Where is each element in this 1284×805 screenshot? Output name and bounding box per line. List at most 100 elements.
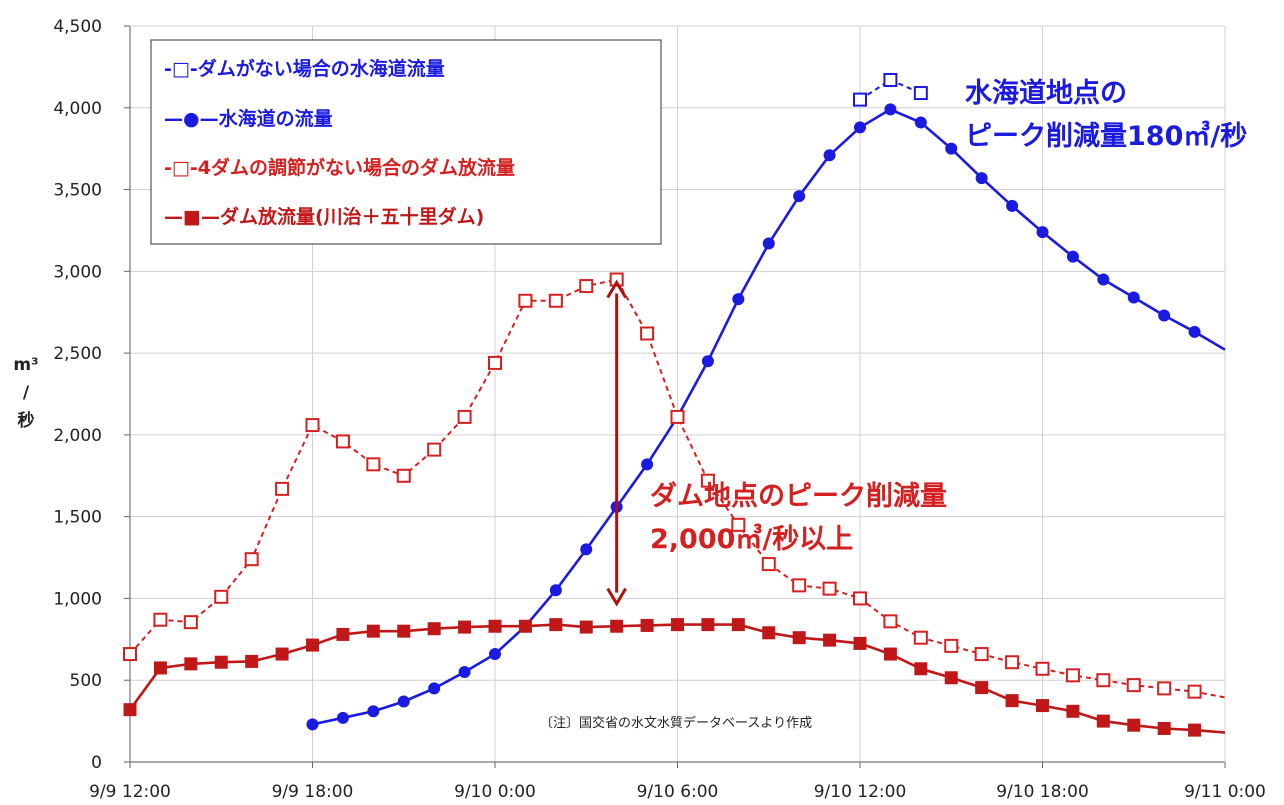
- data-point: [883, 647, 897, 661]
- data-point: [640, 326, 655, 341]
- data-point: [1158, 309, 1171, 322]
- data-point: [1066, 250, 1079, 263]
- data-point: [671, 618, 684, 632]
- data-point: [183, 615, 198, 630]
- x-tick-label: 9/10 0:00: [454, 782, 536, 802]
- data-point: [549, 584, 562, 597]
- data-point: [1157, 681, 1172, 696]
- data-point: [1127, 291, 1140, 304]
- data-point: [579, 279, 594, 294]
- x-axis-ticks: 9/9 12:00 9/9 18:00 9/10 0:00 9/10 6:00 9/10…: [89, 762, 1266, 802]
- arrow-head-top: [606, 279, 627, 299]
- data-point: [489, 648, 501, 661]
- data-point: [823, 149, 836, 162]
- x-tick-label: 9/9 18:00: [272, 782, 354, 802]
- series-dam-release: [123, 618, 1226, 737]
- data-point: [153, 661, 167, 675]
- data-point: [944, 671, 958, 685]
- data-point: [609, 272, 624, 287]
- data-point: [762, 237, 775, 250]
- data-point: [762, 626, 776, 640]
- data-point: [488, 355, 502, 370]
- legend: -□-ダムがない場合の水海道流量 —●—水海道の流量 -□-4ダムの調節がない場…: [150, 39, 662, 245]
- x-tick-label: 9/9 12:00: [89, 782, 171, 802]
- y-tick-label: 500: [70, 671, 102, 691]
- legend-box: [150, 39, 662, 245]
- data-point: [854, 121, 866, 134]
- series-no-regulation-dam-release: [123, 272, 1226, 699]
- data-point: [336, 627, 350, 641]
- legend-item-dam-release: —■—ダム放流量(川治＋五十里ダム): [164, 205, 484, 228]
- data-point: [397, 624, 411, 638]
- data-point: [396, 468, 411, 483]
- data-point: [428, 682, 441, 695]
- data-point: [458, 620, 472, 634]
- data-point: [1157, 721, 1171, 735]
- data-point: [944, 638, 959, 653]
- x-tick-label: 9/10 6:00: [637, 782, 719, 802]
- data-point: [458, 666, 471, 679]
- data-point: [974, 647, 989, 662]
- x-tick-label: 9/10 18:00: [996, 782, 1089, 802]
- data-point: [1187, 684, 1202, 699]
- data-point: [1096, 673, 1111, 688]
- data-point: [913, 630, 928, 645]
- data-point: [305, 418, 320, 433]
- y-tick-label: 0: [91, 753, 102, 773]
- data-point: [945, 142, 958, 155]
- data-point: [1066, 704, 1080, 718]
- y-tick-label: 4,500: [53, 17, 102, 37]
- y-tick-label: 2,500: [53, 344, 102, 364]
- data-point: [853, 591, 867, 606]
- data-point: [1126, 678, 1141, 693]
- annotation-mitsukaido-line1: 水海道地点の: [965, 77, 1127, 109]
- y-axis-label-per-second: 秒: [18, 410, 35, 431]
- y-tick-label: 2,000: [53, 426, 102, 446]
- data-point: [883, 614, 898, 629]
- data-point: [670, 409, 685, 424]
- annotation-dam-line1: ダム地点のピーク削減量: [650, 480, 947, 512]
- data-point: [367, 705, 380, 718]
- data-point: [731, 618, 745, 632]
- legend-item-no-regulation-dam-release: -□-4ダムの調節がない場合のダム放流量: [164, 156, 515, 179]
- x-tick-label: 9/10 12:00: [814, 782, 907, 802]
- data-point: [640, 618, 654, 632]
- data-point: [641, 458, 654, 471]
- series-group: [123, 72, 1226, 737]
- y-tick-label: 3,000: [53, 262, 102, 282]
- data-point: [427, 622, 441, 636]
- data-point: [1097, 273, 1110, 286]
- data-point: [1006, 199, 1019, 212]
- data-point: [1127, 718, 1141, 732]
- data-point: [427, 442, 442, 457]
- data-point: [975, 172, 988, 185]
- data-point: [275, 481, 290, 496]
- data-point: [1035, 661, 1050, 676]
- data-point: [366, 624, 380, 638]
- data-point: [792, 578, 807, 593]
- data-point: [853, 636, 867, 650]
- peak-reduction-arrow: [606, 279, 627, 607]
- data-point: [700, 473, 715, 488]
- data-point: [123, 647, 137, 662]
- data-point: [793, 190, 806, 203]
- data-point: [761, 557, 776, 572]
- annotation-mitsukaido-line2: ピーク削減量180㎥/秒: [965, 120, 1247, 152]
- legend-item-mitsukaido-flow: —●—水海道の流量: [164, 107, 333, 130]
- data-point: [457, 409, 472, 424]
- data-point: [1005, 694, 1019, 708]
- y-axis-ticks: 0 500 1,000 1,500 2,000 2,500 3,000 3,500 4,000 4…: [53, 17, 130, 773]
- data-point: [366, 457, 381, 472]
- data-point: [244, 552, 259, 567]
- x-tick-label: 9/11 0:00: [1184, 782, 1266, 802]
- data-point: [701, 355, 714, 368]
- data-point: [792, 631, 806, 645]
- data-point: [548, 293, 563, 308]
- data-point: [123, 703, 137, 717]
- data-point: [488, 619, 502, 633]
- data-point: [883, 72, 898, 87]
- data-point: [823, 633, 837, 647]
- y-tick-label: 1,500: [53, 508, 102, 528]
- data-point: [731, 517, 746, 532]
